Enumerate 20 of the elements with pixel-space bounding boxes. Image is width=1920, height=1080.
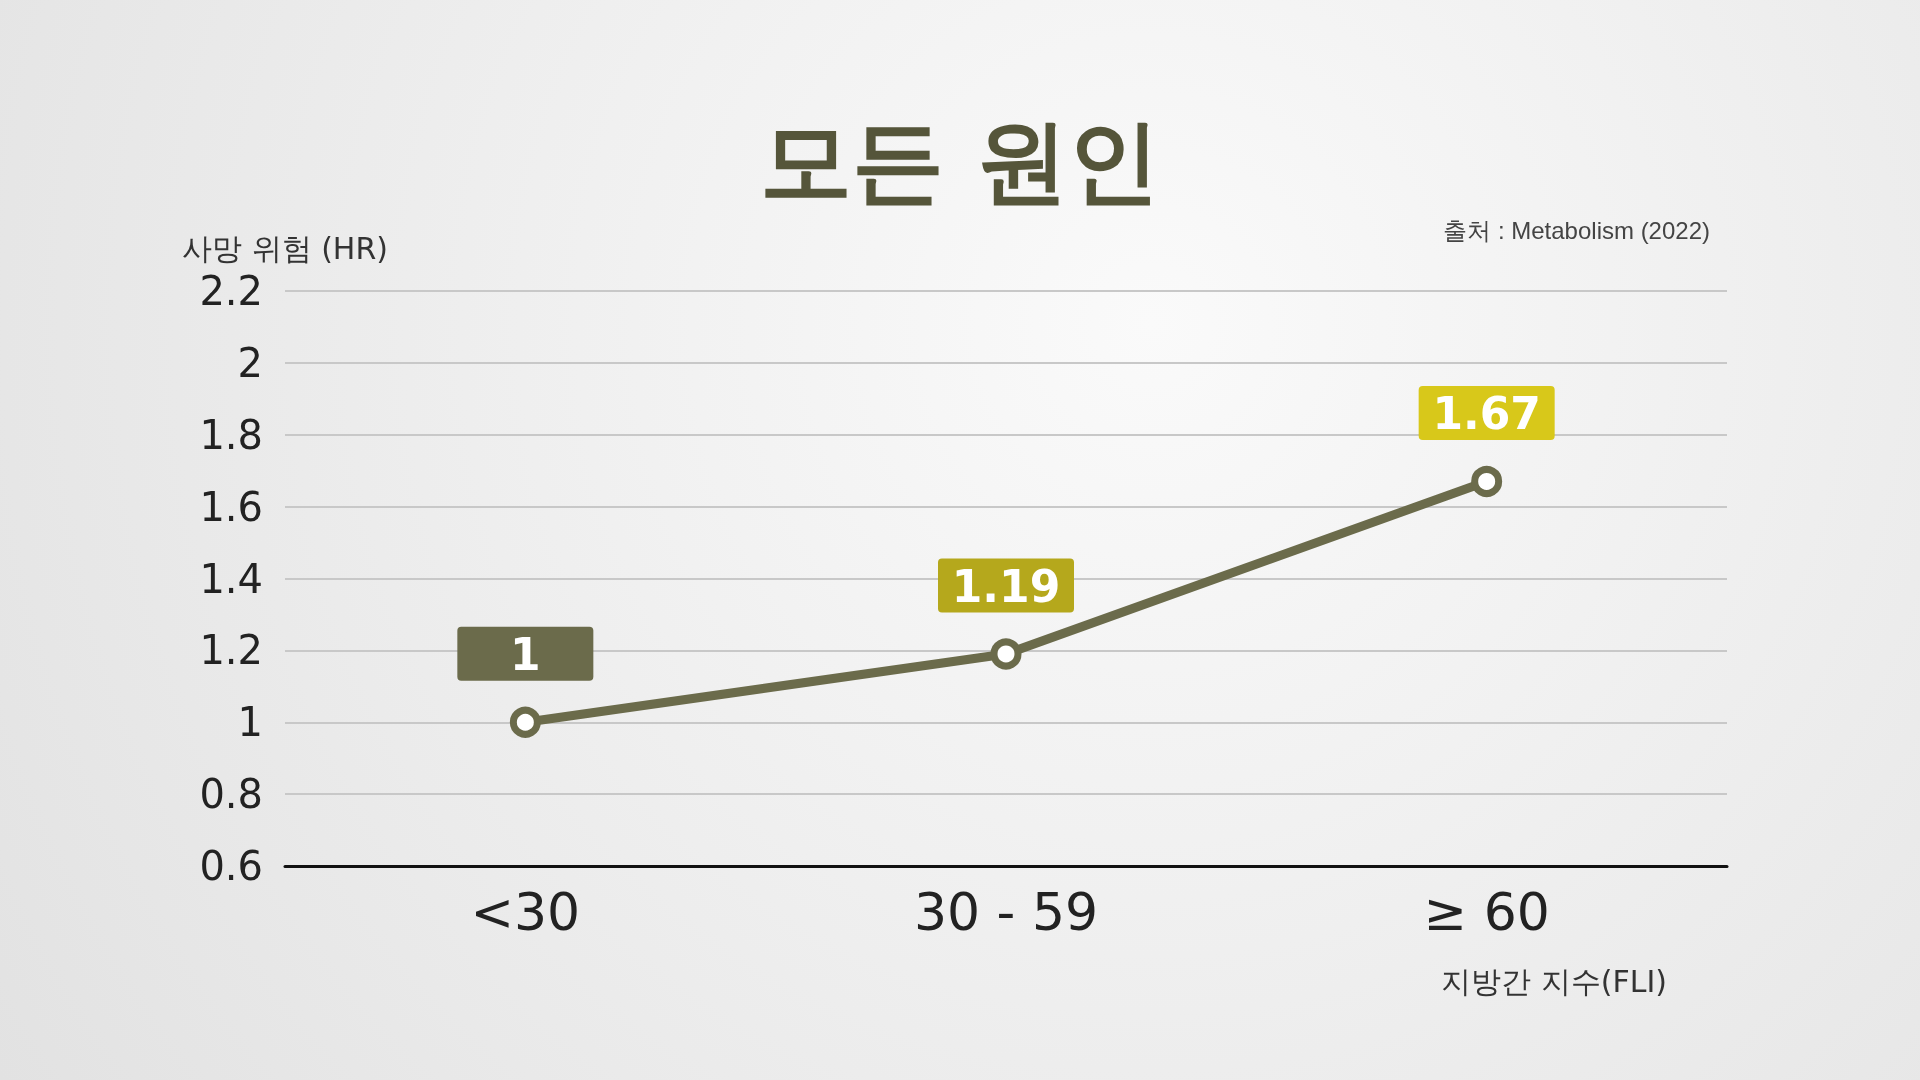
y-tick-label: 0.6 [199, 843, 263, 889]
x-tick-label: 30 - 59 [913, 882, 1099, 942]
x-tick-label: ≥ 60 [1423, 882, 1550, 942]
y-axis-title: 사망 위험 (HR) [182, 230, 388, 266]
data-label: 1 [510, 629, 541, 681]
data-label: 1.19 [951, 560, 1061, 612]
x-tick-label: <30 [470, 882, 581, 942]
y-tick-label: 0.8 [199, 771, 263, 818]
y-tick-label: 2 [237, 339, 263, 386]
y-tick-label: 1.4 [199, 555, 263, 602]
y-tick-label: 1 [237, 699, 263, 746]
y-tick-label: 1.8 [199, 411, 263, 458]
y-tick-label: 1.6 [199, 483, 263, 530]
data-label: 1.67 [1432, 388, 1541, 440]
y-tick-label: 2.2 [199, 268, 263, 314]
source-note: 출처 : Metabolism (2022) [1443, 216, 1711, 244]
point [509, 706, 541, 738]
x-axis-title: 지방간 지수(FLI) [1441, 963, 1667, 999]
y-tick-label: 1.2 [199, 627, 263, 674]
chart-title: 모든 원인 [759, 107, 1161, 215]
